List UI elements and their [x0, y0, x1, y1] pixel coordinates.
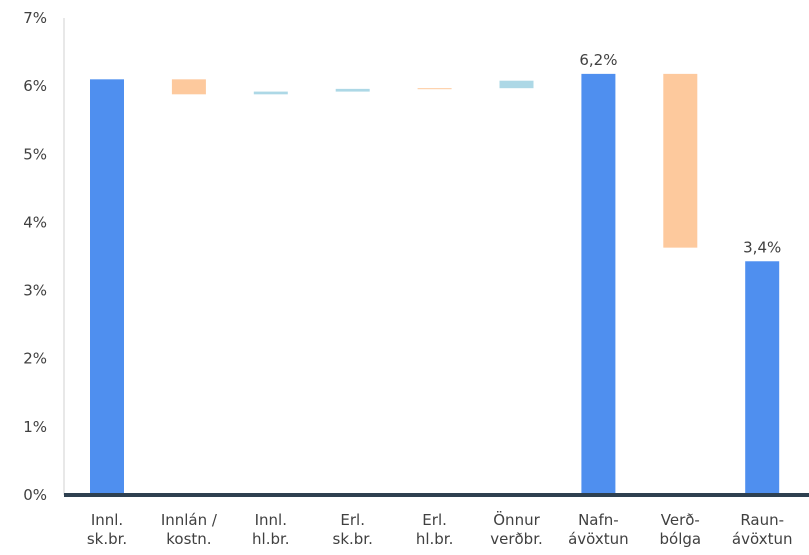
y-tick-label: 0%: [23, 486, 47, 504]
bar-0: [90, 79, 124, 495]
category-label-line: bólga: [660, 530, 702, 548]
category-label-line: Erl.: [422, 511, 447, 529]
category-label-line: Innlán /: [161, 511, 218, 529]
category-label-line: Verð-: [661, 511, 700, 529]
y-tick-label: 3%: [23, 282, 47, 300]
bar-1: [171, 79, 206, 95]
category-label: Innlán / kostn.: [161, 511, 218, 548]
category-label: Önnur verðbr.: [490, 510, 543, 548]
category-label: Raun-ávöxtun: [732, 511, 793, 548]
category-label-line: kostn.: [166, 530, 211, 548]
bar-7: [663, 73, 698, 248]
category-label-line: verðbr.: [490, 530, 543, 548]
y-tick-label: 7%: [23, 9, 47, 27]
bar-8: [745, 261, 780, 495]
category-label-line: Raun-: [740, 511, 784, 529]
bar-5: [499, 80, 534, 89]
bar-4: [417, 88, 452, 90]
category-label: Nafn-ávöxtun: [568, 511, 629, 548]
y-tick-label: 2%: [23, 350, 47, 368]
y-tick-label: 1%: [23, 418, 47, 436]
category-label-line: Önnur: [493, 510, 540, 529]
category-label: Innl. hl.br.: [252, 511, 290, 548]
data-label: 3,4%: [743, 238, 781, 256]
category-label-line: ávöxtun: [732, 530, 793, 548]
category-label-line: sk.br.: [333, 530, 373, 548]
category-label-line: hl.br.: [252, 530, 290, 548]
bar-3: [335, 88, 370, 92]
data-label: 6,2%: [579, 51, 617, 69]
category-label: Erl. hl.br.: [416, 511, 454, 548]
bar-2: [253, 91, 288, 95]
category-label-line: Erl.: [340, 511, 365, 529]
category-label-line: sk.br.: [87, 530, 127, 548]
bar-6: [581, 73, 616, 496]
category-label-line: Nafn-: [578, 511, 619, 529]
category-label: Verð-bólga: [660, 511, 702, 548]
category-label-line: ávöxtun: [568, 530, 629, 548]
y-tick-label: 4%: [23, 213, 47, 231]
y-tick-label: 6%: [23, 77, 47, 95]
y-tick-label: 5%: [23, 145, 47, 163]
category-label-line: hl.br.: [416, 530, 454, 548]
category-label-line: Innl.: [91, 511, 123, 529]
category-label-line: Innl.: [255, 511, 287, 529]
category-label: Erl. sk.br.: [333, 511, 373, 548]
category-label: Innl. sk.br.: [87, 511, 127, 548]
